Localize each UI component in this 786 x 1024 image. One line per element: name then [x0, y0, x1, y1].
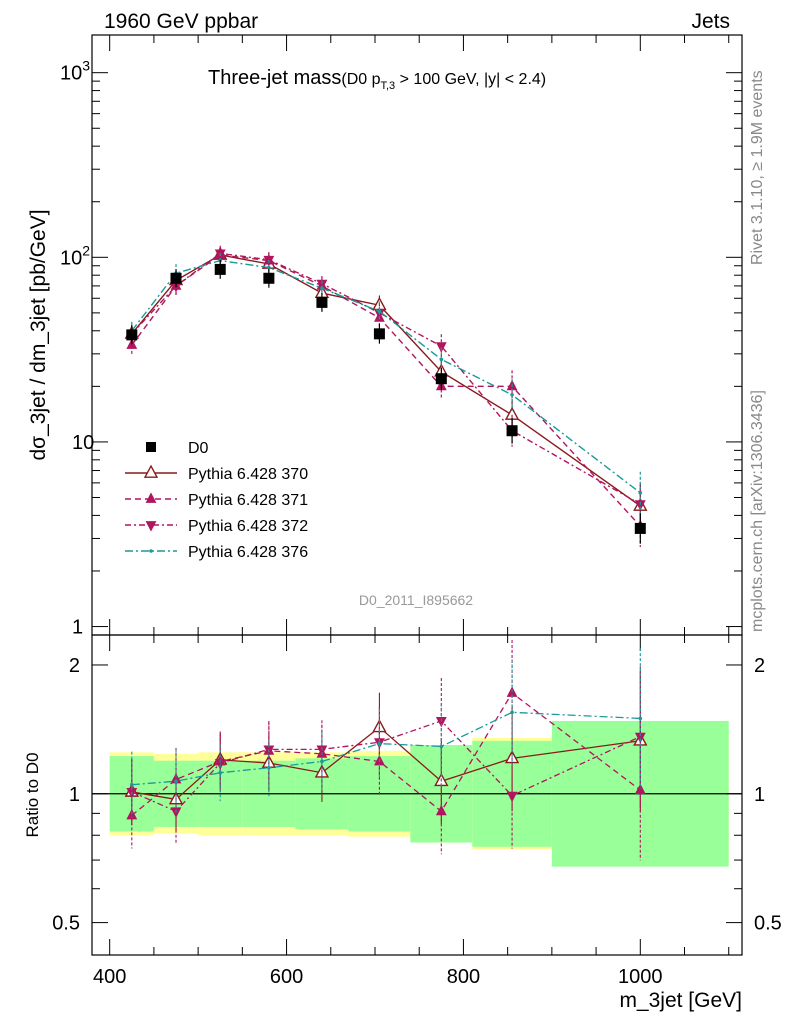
ratio-frame	[91, 634, 743, 956]
ratio-ylabel: Ratio to D0	[23, 752, 42, 837]
x-tick-label: 800	[447, 966, 480, 988]
main-y-tick-label-base: 10	[72, 432, 94, 454]
main-y-tick-label: 103	[60, 58, 90, 85]
ratio-y-tick-label: 2	[754, 655, 765, 677]
series-marker	[638, 491, 643, 495]
series-marker	[316, 279, 328, 291]
data-marker	[506, 425, 518, 437]
ratio-marker	[267, 766, 271, 770]
legend-marker	[145, 492, 157, 503]
watermark: D0_2011_I895662	[359, 592, 473, 608]
series-marker	[320, 286, 324, 291]
main-ylabel: dσ_3jet / dm_3jet [pb/GeV]	[27, 209, 50, 460]
x-tick-label: 600	[270, 966, 303, 988]
ratio-series-line	[131, 692, 641, 816]
data-marker	[170, 272, 182, 284]
ratio-series-line	[131, 720, 641, 813]
main-title-sub-index: T,3	[381, 80, 396, 92]
ratio-marker	[634, 732, 646, 744]
ratio-series-layer	[124, 640, 648, 861]
series-line	[131, 259, 641, 494]
series-marker	[510, 393, 514, 397]
x-tick-label: 1000	[618, 966, 663, 988]
legend-label: Pythia 6.428 372	[188, 518, 308, 535]
data-marker	[373, 328, 385, 340]
main-y-tick-label: 102	[60, 242, 90, 269]
ratio-series-line	[131, 711, 641, 786]
ratio-y-tick-label: 2	[69, 655, 80, 677]
legend-marker	[146, 442, 156, 452]
data-marker	[435, 373, 447, 385]
ratio-y-tick-label: 0.5	[52, 913, 80, 935]
ratio-marker	[506, 791, 518, 803]
ratio-marker	[377, 741, 382, 746]
legend: D0 Pythia 6.428 370 Pythia 6.428 371 Pythia…	[125, 440, 308, 561]
header-right: Jets	[691, 10, 730, 33]
main-title: Three-jet mass(D0 pT,3 > 100 GeV, |y| < …	[208, 67, 546, 92]
legend-label: D0	[188, 440, 209, 457]
data-marker	[263, 272, 275, 284]
series-marker	[439, 357, 444, 362]
ratio-marker	[320, 759, 324, 764]
main-title-sub-prefix: (D0 p	[341, 71, 380, 88]
main-y-tick-label: 1	[72, 617, 83, 639]
ratio-marker	[218, 770, 223, 775]
side-label-top: Rivet 3.1.10, ≥ 1.9M events	[749, 70, 766, 265]
main-title-text: Three-jet mass	[208, 67, 341, 89]
data-marker	[126, 329, 138, 341]
legend-marker	[145, 521, 157, 532]
ratio-y-tick-label: 1	[754, 784, 765, 806]
ratio-marker	[435, 717, 447, 728]
ratio-marker	[170, 772, 182, 784]
ratio-grid-layer: 0.5 0.5 1 1 2 2 400 600 800 1000	[52, 635, 782, 988]
data-marker	[316, 296, 328, 308]
legend-marker	[143, 464, 159, 478]
side-label-bottom: mcplots.cern.ch [arXiv:1306.3436]	[749, 390, 766, 632]
main-y-tick-label-base: 10	[60, 247, 82, 269]
legend-label: Pythia 6.428 371	[188, 492, 308, 509]
main-y-tick-label-exp: 3	[82, 58, 90, 74]
main-data-layer	[126, 259, 646, 544]
xlabel: m_3jet [GeV]	[619, 989, 742, 1012]
ratio-marker	[129, 782, 134, 787]
header-left: 1960 GeV ppbar	[104, 10, 258, 33]
legend-label: Pythia 6.428 376	[188, 544, 308, 561]
ratio-marker	[439, 744, 444, 749]
ratio-panel: 0.5 0.5 1 1 2 2 400 600 800 1000 Ratio to D0 m_3j…	[23, 634, 782, 1012]
main-y-tick-label: 10	[72, 432, 94, 454]
series-marker	[267, 265, 271, 270]
main-y-tick-label-base: 1	[72, 617, 83, 639]
legend-marker	[149, 549, 153, 553]
ratio-marker	[435, 804, 447, 816]
series-line	[131, 254, 641, 527]
ratio-marker	[316, 745, 328, 756]
legend-label: Pythia 6.428 370	[188, 466, 308, 483]
data-marker	[634, 522, 646, 534]
data-marker	[214, 263, 226, 275]
ratio-y-tick-label: 0.5	[754, 913, 782, 935]
main-y-tick-label-base: 10	[60, 63, 82, 85]
series-marker	[634, 500, 646, 511]
series-marker	[377, 309, 382, 314]
ratio-marker	[638, 716, 643, 721]
ratio-y-tick-label: 1	[69, 784, 80, 806]
ratio-marker	[510, 710, 514, 715]
ratio-marker	[174, 779, 178, 784]
main-title-sub-suffix: > 100 GeV, |y| < 2.4)	[395, 71, 546, 88]
x-tick-label: 400	[93, 966, 126, 988]
main-y-tick-label-exp: 2	[82, 242, 90, 258]
